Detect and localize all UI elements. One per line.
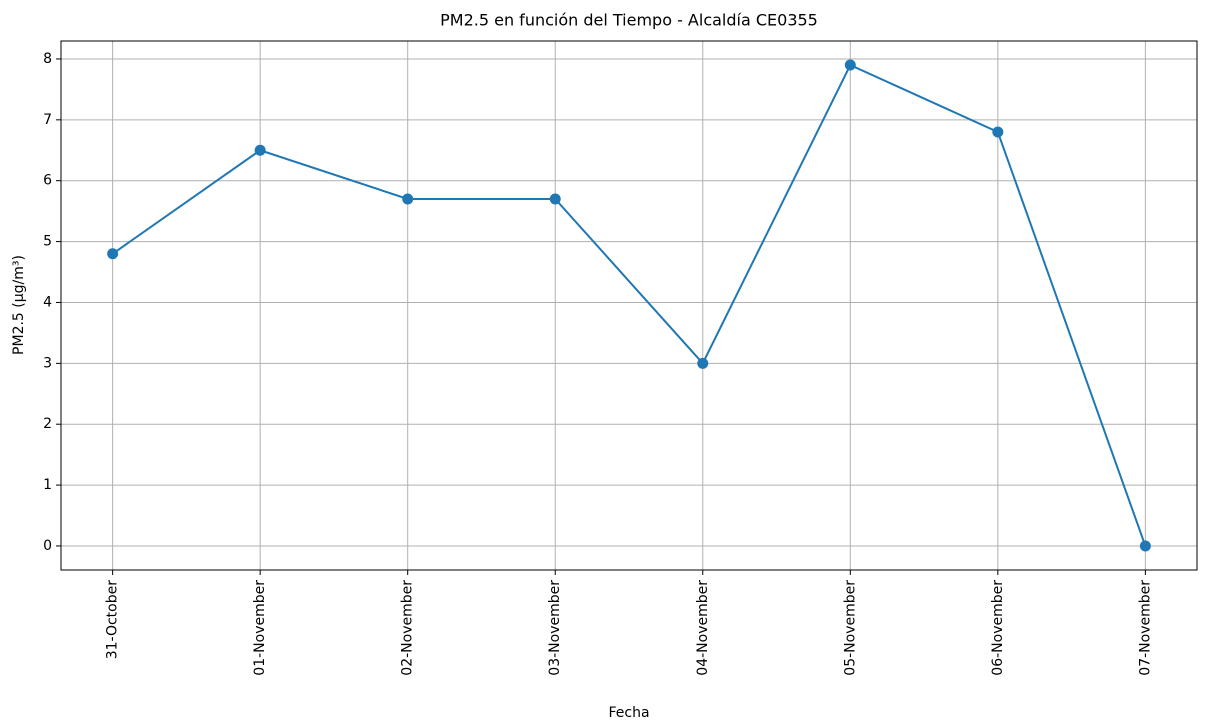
chart-title: PM2.5 en función del Tiempo - Alcaldía C…	[440, 11, 818, 30]
plot-frame	[60, 40, 1198, 571]
point	[844, 59, 856, 71]
point	[1139, 540, 1151, 552]
y-tick-label: 1	[43, 477, 52, 493]
point	[992, 126, 1004, 138]
x-axis-label: Fecha	[608, 705, 649, 721]
x-tick-label: 03-November	[547, 580, 563, 676]
x-tick-label: 02-November	[400, 580, 416, 676]
line	[112, 63, 1147, 547]
y-tick-label: 8	[43, 51, 52, 67]
x-tick-label: 07-November	[1137, 580, 1153, 676]
x-tick-label: 06-November	[990, 580, 1006, 676]
y-tick-label: 0	[43, 538, 52, 554]
point	[549, 193, 561, 205]
x-tick-label: 04-November	[695, 580, 711, 676]
y-tick-label: 5	[43, 234, 52, 250]
point	[697, 357, 709, 369]
y-tick-label: 4	[43, 294, 52, 310]
y-tick-label: 6	[43, 173, 52, 189]
x-tick-label: 01-November	[252, 580, 268, 676]
point	[254, 144, 266, 156]
y-tick-label: 3	[43, 355, 52, 371]
y-tick-label: 2	[43, 416, 52, 432]
y-axis-label: PM2.5 (µg/m³)	[11, 255, 27, 355]
y-tick-label: 7	[43, 112, 52, 128]
point	[107, 248, 119, 260]
x-tick-label: 05-November	[842, 580, 858, 676]
point	[402, 193, 414, 205]
x-tick-label: 31-October	[105, 580, 121, 660]
